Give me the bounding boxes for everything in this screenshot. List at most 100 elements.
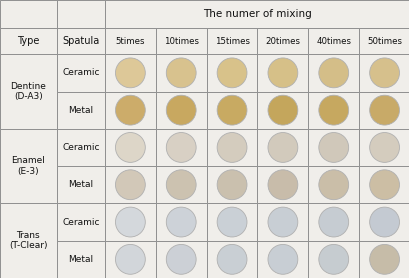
Bar	[358, 166, 409, 203]
Bar	[56, 54, 105, 91]
Ellipse shape	[217, 170, 246, 200]
Ellipse shape	[166, 244, 196, 274]
Ellipse shape	[166, 95, 196, 125]
Bar	[257, 54, 308, 91]
Text: Metal: Metal	[68, 180, 93, 189]
Ellipse shape	[318, 58, 348, 88]
Ellipse shape	[369, 207, 398, 237]
Ellipse shape	[217, 207, 246, 237]
Bar	[105, 129, 155, 166]
Text: Trans
(T-Clear): Trans (T-Clear)	[9, 231, 47, 250]
Bar	[56, 91, 105, 129]
Bar	[257, 241, 308, 278]
Bar	[0, 0, 56, 28]
Bar	[358, 91, 409, 129]
Ellipse shape	[115, 58, 145, 88]
Text: The numer of mixing: The numer of mixing	[202, 9, 311, 19]
Ellipse shape	[115, 170, 145, 200]
Ellipse shape	[217, 58, 246, 88]
Ellipse shape	[115, 133, 145, 162]
Bar	[0, 54, 56, 129]
Bar	[155, 241, 206, 278]
Ellipse shape	[166, 170, 196, 200]
Text: 20times: 20times	[265, 36, 300, 46]
Ellipse shape	[217, 244, 246, 274]
Text: Ceramic: Ceramic	[62, 143, 99, 152]
Ellipse shape	[369, 58, 398, 88]
Bar	[155, 91, 206, 129]
Bar	[308, 54, 358, 91]
Ellipse shape	[166, 133, 196, 162]
Text: Enamel
(E-3): Enamel (E-3)	[11, 157, 45, 176]
Bar	[105, 91, 155, 129]
Bar	[56, 203, 105, 241]
Bar	[56, 166, 105, 203]
Text: Ceramic: Ceramic	[62, 68, 99, 77]
Bar	[308, 241, 358, 278]
Bar	[155, 28, 206, 54]
Bar	[358, 129, 409, 166]
Bar	[206, 28, 257, 54]
Bar	[358, 203, 409, 241]
Ellipse shape	[318, 170, 348, 200]
Ellipse shape	[267, 244, 297, 274]
Bar	[105, 0, 409, 28]
Bar	[257, 166, 308, 203]
Text: Spatula: Spatula	[62, 36, 99, 46]
Bar	[155, 203, 206, 241]
Ellipse shape	[267, 58, 297, 88]
Ellipse shape	[115, 95, 145, 125]
Ellipse shape	[217, 133, 246, 162]
Text: Dentine
(D-A3): Dentine (D-A3)	[10, 82, 46, 101]
Bar	[257, 129, 308, 166]
Bar	[358, 28, 409, 54]
Bar	[206, 203, 257, 241]
Ellipse shape	[166, 207, 196, 237]
Ellipse shape	[115, 244, 145, 274]
Ellipse shape	[318, 207, 348, 237]
Text: 15times: 15times	[214, 36, 249, 46]
Text: Metal: Metal	[68, 255, 93, 264]
Bar	[0, 28, 56, 54]
Bar	[105, 28, 155, 54]
Bar	[155, 54, 206, 91]
Bar	[56, 241, 105, 278]
Bar	[155, 166, 206, 203]
Ellipse shape	[318, 95, 348, 125]
Bar	[56, 129, 105, 166]
Text: 5times: 5times	[115, 36, 145, 46]
Ellipse shape	[369, 133, 398, 162]
Ellipse shape	[267, 133, 297, 162]
Bar	[206, 241, 257, 278]
Ellipse shape	[369, 244, 398, 274]
Bar	[358, 241, 409, 278]
Bar	[56, 0, 105, 28]
Bar	[257, 28, 308, 54]
Ellipse shape	[318, 133, 348, 162]
Ellipse shape	[267, 170, 297, 200]
Bar	[308, 28, 358, 54]
Bar	[308, 203, 358, 241]
Bar	[206, 91, 257, 129]
Text: Metal: Metal	[68, 106, 93, 115]
Ellipse shape	[115, 207, 145, 237]
Ellipse shape	[267, 95, 297, 125]
Bar	[257, 203, 308, 241]
Ellipse shape	[217, 95, 246, 125]
Bar	[206, 129, 257, 166]
Text: 50times: 50times	[366, 36, 401, 46]
Bar	[0, 129, 56, 203]
Text: 10times: 10times	[163, 36, 198, 46]
Text: 40times: 40times	[315, 36, 351, 46]
Ellipse shape	[267, 207, 297, 237]
Ellipse shape	[369, 95, 398, 125]
Bar	[105, 166, 155, 203]
Bar	[206, 54, 257, 91]
Bar	[308, 91, 358, 129]
Bar	[105, 54, 155, 91]
Bar	[257, 91, 308, 129]
Ellipse shape	[166, 58, 196, 88]
Bar	[105, 241, 155, 278]
Bar	[308, 166, 358, 203]
Bar	[308, 129, 358, 166]
